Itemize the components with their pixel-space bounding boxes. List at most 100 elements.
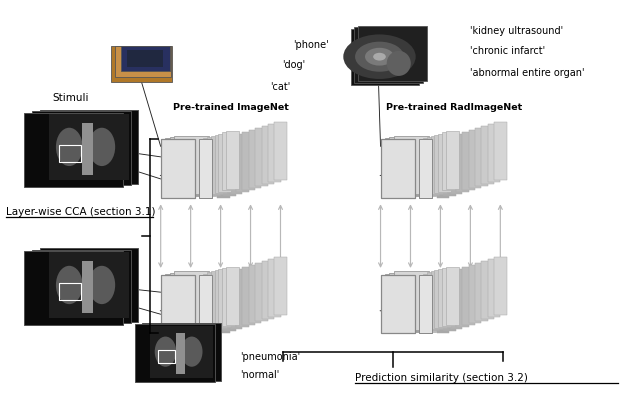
Bar — [381, 139, 415, 198]
Polygon shape — [236, 134, 249, 192]
Bar — [222, 268, 235, 326]
Bar — [199, 139, 212, 198]
Bar — [60, 145, 81, 162]
Polygon shape — [255, 128, 268, 186]
Bar — [203, 274, 216, 332]
Bar — [419, 275, 432, 333]
Bar — [161, 139, 195, 198]
Text: 'phone': 'phone' — [293, 40, 329, 49]
Bar — [135, 324, 215, 382]
Circle shape — [343, 34, 416, 79]
Bar — [226, 267, 239, 325]
Bar — [120, 46, 170, 71]
Bar — [199, 139, 212, 198]
Bar — [385, 138, 420, 196]
Bar — [127, 51, 163, 67]
Polygon shape — [223, 137, 236, 196]
Bar — [165, 138, 200, 196]
Bar — [435, 135, 447, 193]
Polygon shape — [230, 271, 243, 329]
Bar — [431, 271, 444, 329]
Bar — [82, 261, 93, 313]
Polygon shape — [494, 257, 507, 315]
Bar — [419, 275, 432, 333]
Bar — [390, 273, 424, 331]
Bar — [207, 137, 220, 195]
Bar — [199, 275, 212, 333]
Polygon shape — [243, 132, 255, 190]
Bar — [394, 136, 429, 194]
Polygon shape — [456, 269, 468, 327]
Bar — [174, 136, 209, 194]
Bar — [427, 137, 440, 195]
Polygon shape — [268, 259, 280, 317]
Polygon shape — [230, 135, 243, 194]
Bar — [381, 139, 415, 198]
Polygon shape — [223, 273, 236, 331]
Polygon shape — [249, 130, 262, 188]
Polygon shape — [449, 135, 462, 194]
Ellipse shape — [122, 56, 145, 71]
Text: 'chronic infarct': 'chronic infarct' — [470, 46, 545, 56]
Bar — [199, 275, 212, 333]
Bar — [351, 29, 419, 85]
Text: 'abnormal entire organ': 'abnormal entire organ' — [470, 68, 584, 78]
Bar — [222, 132, 235, 190]
Polygon shape — [468, 265, 481, 323]
Polygon shape — [217, 275, 230, 333]
Bar — [82, 123, 93, 175]
Polygon shape — [468, 130, 481, 188]
Bar — [214, 270, 227, 328]
Polygon shape — [475, 263, 488, 321]
Bar — [218, 134, 231, 192]
Bar — [381, 275, 415, 333]
Polygon shape — [262, 126, 274, 184]
Polygon shape — [268, 124, 280, 182]
Polygon shape — [488, 259, 500, 317]
Ellipse shape — [88, 266, 115, 304]
Bar — [419, 139, 432, 198]
Bar — [214, 135, 227, 193]
Bar — [60, 284, 81, 300]
Bar — [438, 269, 451, 327]
Bar — [40, 248, 138, 322]
Bar — [431, 136, 444, 194]
Polygon shape — [249, 265, 262, 323]
Bar — [24, 113, 123, 186]
Polygon shape — [488, 124, 500, 182]
Bar — [161, 275, 195, 333]
Text: Fine-tuning: Fine-tuning — [200, 282, 262, 290]
Polygon shape — [217, 139, 230, 198]
Bar — [40, 110, 138, 184]
Bar — [157, 350, 175, 363]
Bar — [203, 138, 216, 196]
Bar — [170, 273, 204, 331]
Polygon shape — [449, 271, 462, 329]
Polygon shape — [475, 128, 488, 186]
Text: Stimuli: Stimuli — [52, 93, 88, 103]
Bar — [49, 252, 129, 318]
Polygon shape — [236, 269, 249, 327]
Polygon shape — [481, 261, 494, 319]
Bar — [446, 131, 458, 189]
Bar — [49, 114, 129, 180]
Bar — [218, 269, 231, 327]
Bar — [174, 271, 209, 329]
Bar — [176, 333, 184, 374]
Text: 'pneumonia': 'pneumonia' — [241, 352, 300, 362]
Text: 'cat': 'cat' — [270, 81, 291, 92]
Bar — [24, 251, 123, 325]
Text: 'normal': 'normal' — [241, 370, 280, 380]
Bar — [381, 275, 415, 333]
Ellipse shape — [181, 337, 202, 367]
Ellipse shape — [56, 266, 83, 304]
Polygon shape — [275, 257, 287, 315]
Bar — [32, 250, 131, 323]
Bar — [170, 137, 204, 195]
Bar — [226, 131, 239, 189]
Bar — [423, 138, 436, 196]
Circle shape — [365, 48, 394, 66]
Bar — [442, 268, 454, 326]
Bar — [423, 274, 436, 332]
Bar — [165, 274, 200, 332]
